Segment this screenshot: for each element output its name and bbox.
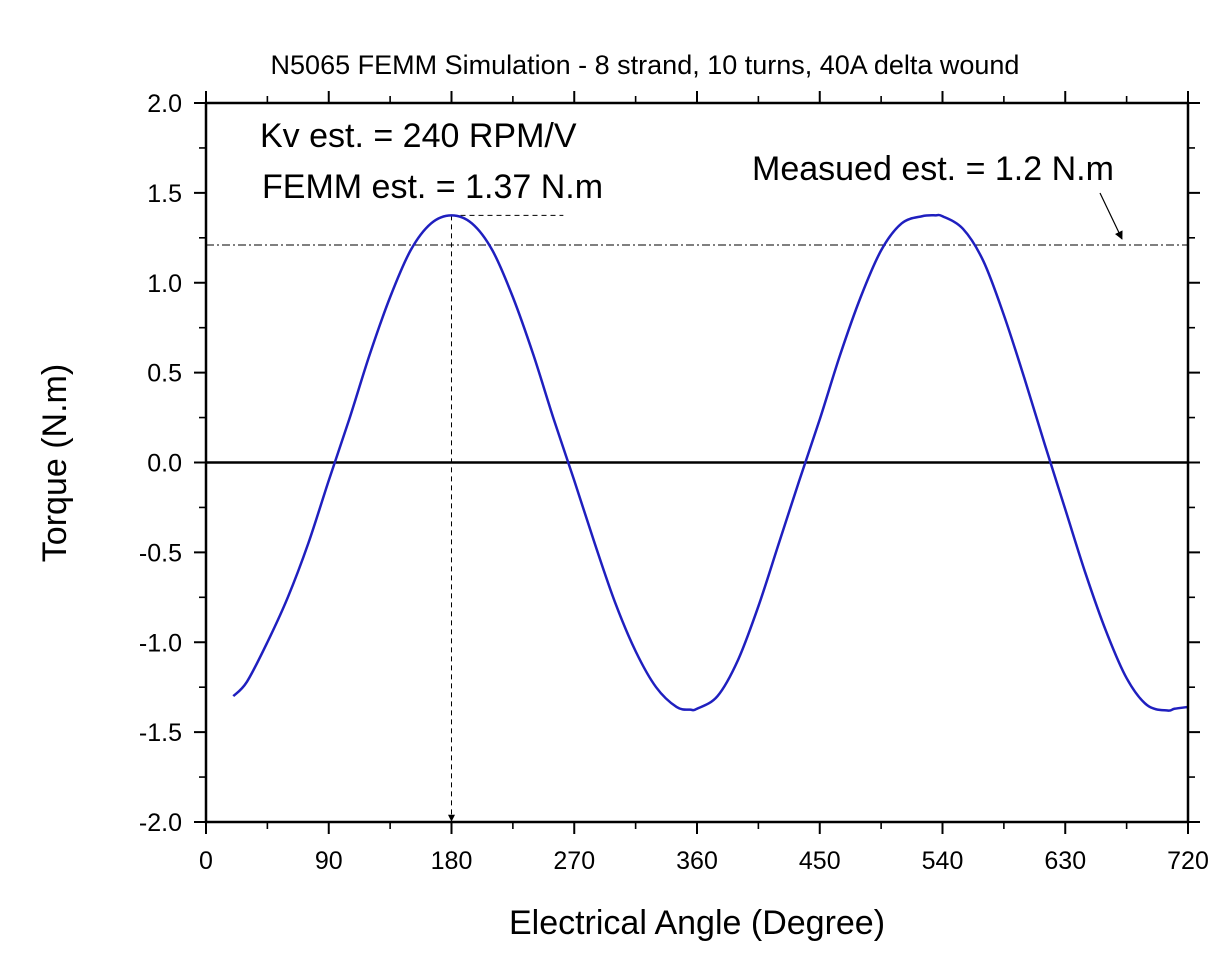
x-tick-label: 540 <box>922 847 964 875</box>
x-tick-label: 360 <box>676 847 718 875</box>
y-tick-label: 1.0 <box>147 270 182 298</box>
reference-lines <box>206 214 1188 822</box>
y-tick-label: 2.0 <box>147 90 182 118</box>
y-axis-title: Torque (N.m) <box>36 364 74 562</box>
x-axis-ticks: 0 90 180 270 360 450 540 630 720 <box>199 91 1209 875</box>
chart-title: N5065 FEMM Simulation - 8 strand, 10 tur… <box>271 50 1020 80</box>
y-tick-label: 1.5 <box>147 180 182 208</box>
x-tick-label: 720 <box>1167 847 1209 875</box>
y-tick-label: -2.0 <box>139 809 182 837</box>
x-tick-label: 270 <box>553 847 595 875</box>
y-tick-label: 0.5 <box>147 360 182 388</box>
y-tick-label: -0.5 <box>139 539 182 567</box>
kv-estimate-annotation: Kv est. = 240 RPM/V <box>260 117 577 155</box>
x-tick-label: 630 <box>1044 847 1086 875</box>
y-tick-label: -1.0 <box>139 629 182 657</box>
measured-estimate-annotation: Measued est. = 1.2 N.m <box>752 150 1114 188</box>
x-tick-label: 0 <box>199 847 213 875</box>
y-tick-label: -1.5 <box>139 719 182 747</box>
x-tick-label: 90 <box>315 847 343 875</box>
y-axis-ticks: 2.0 1.5 1.0 0.5 0.0 -0.5 -1.0 -1.5 -2.0 <box>139 90 1200 837</box>
x-tick-label: 450 <box>799 847 841 875</box>
y-tick-label: 0.0 <box>147 450 182 478</box>
measured-pointer-arrow <box>1099 192 1123 240</box>
plot-frame <box>204 101 1190 824</box>
x-axis-title: Electrical Angle (Degree) <box>509 904 885 942</box>
torque-series-line <box>232 213 1189 712</box>
femm-estimate-annotation: FEMM est. = 1.37 N.m <box>262 168 603 206</box>
x-tick-label: 180 <box>431 847 473 875</box>
